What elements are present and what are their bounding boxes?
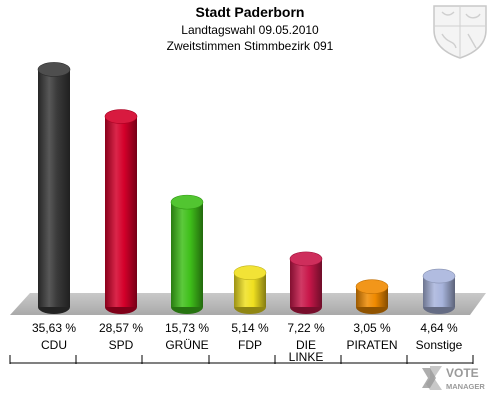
value-label: 3,05 % xyxy=(353,321,391,335)
bar-spd xyxy=(104,109,138,314)
value-label: 5,14 % xyxy=(231,321,269,335)
bar-cdu xyxy=(37,62,71,314)
vote-manager-logo: VOTE MANAGER xyxy=(416,360,494,396)
category-label: LINKE xyxy=(289,350,324,364)
category-label: PIRATEN xyxy=(346,338,397,352)
svg-text:VOTE: VOTE xyxy=(446,366,479,380)
value-label: 35,63 % xyxy=(32,321,76,335)
category-label: CDU xyxy=(41,338,67,352)
value-label: 15,73 % xyxy=(165,321,209,335)
category-label: DIE xyxy=(296,338,316,352)
coat-of-arms-icon xyxy=(433,5,487,59)
category-axis xyxy=(9,355,474,364)
chart-title: Stadt Paderborn xyxy=(195,4,305,20)
chart-subtitle-district: Zweitstimmen Stimmbezirk 091 xyxy=(166,39,334,53)
bar-sonstige xyxy=(422,268,456,314)
value-label: 7,22 % xyxy=(287,321,325,335)
chart-subtitle-election: Landtagswahl 09.05.2010 xyxy=(181,23,319,37)
bar-piraten xyxy=(355,279,389,314)
value-label: 28,57 % xyxy=(99,321,143,335)
category-label: GRÜNE xyxy=(165,338,208,352)
value-label: 4,64 % xyxy=(420,321,458,335)
bar-grüne xyxy=(170,194,204,314)
bar-fdp xyxy=(233,265,267,314)
svg-text:MANAGER: MANAGER xyxy=(446,382,485,391)
category-label: Sonstige xyxy=(416,338,463,352)
category-label: SPD xyxy=(109,338,134,352)
category-label: FDP xyxy=(238,338,262,352)
bar-die-linke xyxy=(289,251,323,314)
